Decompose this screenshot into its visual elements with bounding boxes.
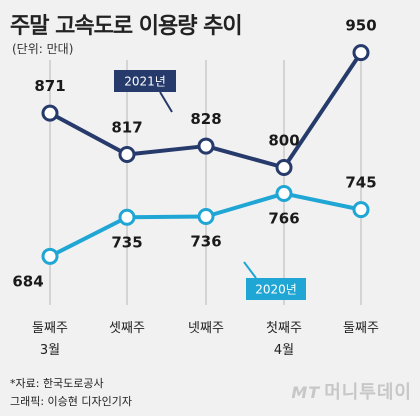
data-point bbox=[197, 208, 215, 225]
data-point bbox=[41, 247, 59, 265]
legend-label: 2020년 bbox=[255, 283, 297, 297]
credit-note: 그래픽: 이승현 디자인기자 bbox=[10, 395, 133, 408]
data-label: 828 bbox=[190, 110, 221, 128]
x-tick-sublabel: 4월 bbox=[274, 343, 294, 358]
data-label: 766 bbox=[268, 210, 299, 228]
data-point bbox=[352, 201, 370, 219]
data-label: 736 bbox=[190, 233, 221, 251]
data-point bbox=[275, 159, 293, 176]
legend-label: 2021년 bbox=[124, 75, 166, 89]
data-label: 800 bbox=[268, 132, 299, 150]
x-tick-label: 둘째주 bbox=[32, 321, 68, 336]
source-note: *자료: 한국도로공사 bbox=[10, 377, 104, 390]
data-point bbox=[275, 185, 293, 203]
data-label: 684 bbox=[12, 272, 43, 290]
chart-title: 주말 고속도로 이용량 추이 bbox=[10, 14, 243, 39]
data-label: 745 bbox=[345, 174, 376, 192]
watermark-text: 머니투데이 bbox=[324, 382, 412, 403]
legend-leader bbox=[243, 261, 257, 279]
data-point bbox=[118, 208, 136, 226]
data-label: 950 bbox=[345, 17, 376, 35]
legend-badge bbox=[246, 278, 306, 300]
data-label: 871 bbox=[34, 77, 65, 95]
data-point bbox=[41, 104, 59, 122]
x-tick-label: 셋째주 bbox=[109, 321, 145, 336]
unit-label: (단위: 만대) bbox=[12, 42, 74, 56]
legend-leader bbox=[159, 91, 173, 113]
watermark-mt: MT bbox=[291, 383, 321, 402]
x-tick-label: 첫째주 bbox=[266, 321, 302, 336]
data-label: 735 bbox=[111, 233, 142, 251]
data-point bbox=[197, 137, 215, 155]
data-point bbox=[118, 145, 136, 163]
x-tick-sublabel: 3월 bbox=[40, 343, 60, 358]
data-label: 817 bbox=[111, 118, 142, 136]
x-tick-label: 넷째주 bbox=[188, 321, 224, 336]
watermark-logo: MT 머니투데이 bbox=[291, 378, 412, 404]
legend-badge bbox=[114, 70, 176, 92]
data-point bbox=[352, 44, 370, 62]
x-tick-label: 둘째주 bbox=[343, 321, 379, 336]
